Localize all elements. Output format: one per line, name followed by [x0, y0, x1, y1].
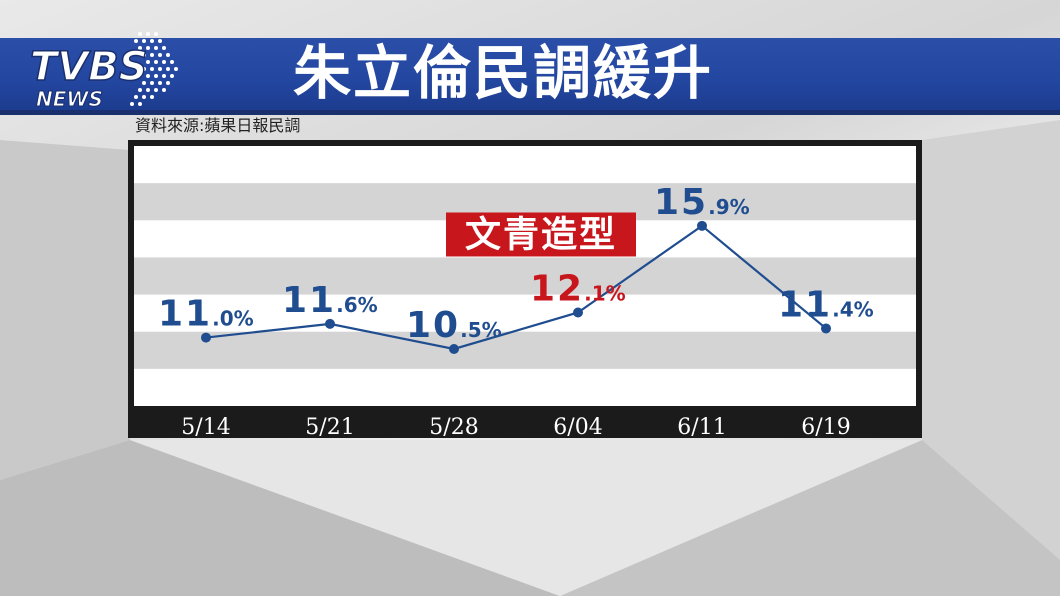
x-tick-label: 5/14	[181, 415, 230, 438]
grid-band	[134, 331, 916, 369]
x-tick-label: 6/11	[677, 415, 726, 438]
x-tick-label: 5/28	[429, 415, 478, 438]
data-point	[573, 307, 583, 318]
data-point	[449, 343, 459, 354]
title-bar	[0, 38, 1060, 110]
data-label: 10.5%	[406, 305, 502, 346]
logo-text: TVBS	[30, 44, 148, 90]
data-label: 11.4%	[778, 284, 874, 325]
x-tick-label: 6/19	[801, 415, 850, 438]
source-note: 資料來源:蘋果日報民調	[135, 116, 301, 135]
grid-band	[134, 257, 916, 295]
data-point	[325, 318, 335, 329]
x-tick-label: 5/21	[305, 415, 354, 438]
title-underline	[0, 110, 1060, 115]
tvbs-logo: TVBS NEWS	[29, 32, 178, 110]
annotation-badge	[446, 212, 636, 257]
data-label: 11.0%	[158, 294, 254, 335]
page-title: 朱立倫民調緩升	[293, 39, 714, 107]
data-point	[821, 323, 831, 334]
data-label: 12.1%	[530, 268, 626, 309]
chart-frame: 11.0% 11.6% 10.5% 12.1% 15.9% 11.4% 文青造型 5/14 5/…	[128, 140, 922, 438]
data-point	[697, 220, 707, 231]
series-line	[205, 224, 827, 351]
annotation-text: 文青造型	[465, 214, 617, 255]
data-label: 11.6%	[282, 280, 378, 321]
data-label: 15.9%	[654, 182, 750, 223]
line-chart: 11.0% 11.6% 10.5% 12.1% 15.9% 11.4% 文青造型 5/14 5/…	[134, 146, 916, 438]
data-point	[201, 332, 211, 343]
logo-subtext: NEWS	[36, 87, 103, 110]
x-tick-label: 6/04	[553, 415, 602, 438]
